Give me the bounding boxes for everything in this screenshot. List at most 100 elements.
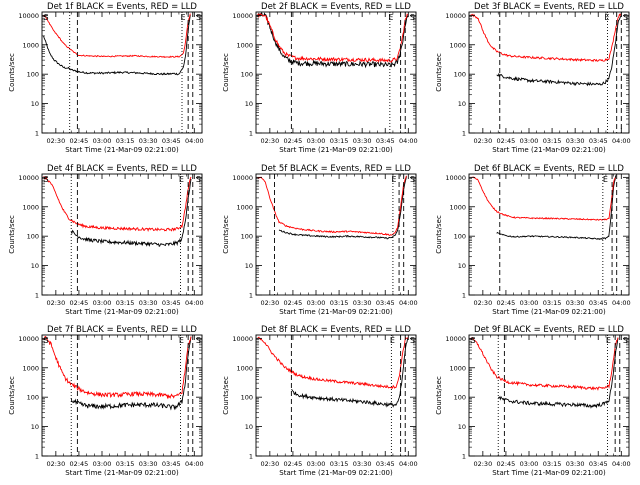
y-tick-label: 100 bbox=[454, 71, 466, 79]
x-axis-label: Start Time (21-Mar-09 02:21:00) bbox=[279, 469, 393, 477]
y-tick-label: 1 bbox=[249, 130, 253, 138]
segment-marker-e: E bbox=[604, 13, 609, 22]
x-tick-label: 03:45 bbox=[162, 299, 181, 307]
x-axis-label: Start Time (21-Mar-09 02:21:00) bbox=[492, 469, 606, 477]
series-line-lld bbox=[257, 336, 409, 389]
x-tick-label: 03:15 bbox=[116, 299, 135, 307]
y-tick-label: 10000 bbox=[232, 174, 253, 182]
x-tick-label: 02:30 bbox=[46, 137, 65, 145]
x-tick-label: 04:00 bbox=[185, 460, 204, 468]
y-tick-label: 100 bbox=[241, 233, 253, 241]
segment-marker-s: S bbox=[196, 336, 201, 345]
x-tick-label: 03:00 bbox=[93, 460, 112, 468]
x-tick-label: 03:15 bbox=[543, 137, 562, 145]
x-tick-label: 02:45 bbox=[284, 460, 303, 468]
segment-marker-s: S bbox=[410, 13, 415, 22]
plot-frame bbox=[468, 173, 630, 296]
series-line-lld bbox=[470, 176, 616, 221]
x-tick-label: 02:45 bbox=[497, 137, 516, 145]
segment-marker-s: S bbox=[196, 13, 201, 22]
series-line-events bbox=[498, 337, 619, 409]
x-tick-label: 03:00 bbox=[307, 137, 326, 145]
panel-title: Det 5f BLACK = Events, RED = LLD bbox=[261, 164, 411, 174]
plot-frame bbox=[255, 334, 417, 457]
x-tick-label: 03:00 bbox=[93, 137, 112, 145]
panel-title: Det 3f BLACK = Events, RED = LLD bbox=[474, 2, 624, 12]
y-axis-label: Counts/sec bbox=[222, 53, 230, 92]
y-tick-label: 1 bbox=[35, 130, 39, 138]
x-tick-label: 03:30 bbox=[566, 460, 585, 468]
x-tick-label: 04:00 bbox=[399, 460, 418, 468]
y-tick-label: 10000 bbox=[445, 335, 466, 343]
x-tick-label: 04:00 bbox=[185, 137, 204, 145]
y-tick-label: 100 bbox=[454, 233, 466, 241]
series-line-lld bbox=[470, 13, 622, 63]
y-tick-label: 1000 bbox=[449, 203, 466, 211]
segment-marker-e: E bbox=[180, 13, 185, 22]
x-tick-label: 03:30 bbox=[566, 137, 585, 145]
y-tick-label: 10000 bbox=[445, 174, 466, 182]
x-tick-label: 03:45 bbox=[162, 137, 181, 145]
y-tick-label: 100 bbox=[241, 71, 253, 79]
panel-title: Det 4f BLACK = Events, RED = LLD bbox=[47, 164, 197, 174]
series-line-lld bbox=[257, 13, 409, 63]
segment-marker-s: S bbox=[623, 336, 628, 345]
series-line-events bbox=[257, 12, 409, 69]
plot-frame bbox=[468, 334, 630, 457]
x-tick-label: 03:30 bbox=[353, 460, 372, 468]
y-tick-label: 10 bbox=[458, 262, 466, 270]
x-tick-label: 02:30 bbox=[473, 299, 492, 307]
x-tick-label: 03:30 bbox=[139, 460, 158, 468]
series-line-events bbox=[43, 14, 191, 76]
x-tick-label: 04:00 bbox=[185, 299, 204, 307]
plot-frame bbox=[255, 173, 417, 296]
y-tick-label: 1000 bbox=[236, 41, 253, 49]
x-tick-label: 02:30 bbox=[260, 460, 279, 468]
y-tick-label: 100 bbox=[27, 233, 39, 241]
series-line-lld bbox=[470, 337, 619, 391]
x-tick-label: 03:15 bbox=[330, 460, 349, 468]
x-tick-label: 02:45 bbox=[70, 460, 89, 468]
x-tick-label: 03:30 bbox=[139, 299, 158, 307]
y-tick-label: 10 bbox=[245, 262, 253, 270]
y-tick-label: 1000 bbox=[449, 41, 466, 49]
panel-title: Det 2f BLACK = Events, RED = LLD bbox=[261, 2, 411, 12]
y-tick-label: 10000 bbox=[232, 335, 253, 343]
x-tick-label: 03:00 bbox=[307, 460, 326, 468]
panel-title: Det 8f BLACK = Events, RED = LLD bbox=[261, 325, 411, 335]
x-tick-label: 02:30 bbox=[473, 137, 492, 145]
y-tick-label: 1000 bbox=[22, 203, 39, 211]
series-line-events bbox=[70, 336, 192, 411]
y-axis-label: Counts/sec bbox=[222, 376, 230, 415]
y-axis-label: Counts/sec bbox=[435, 376, 443, 415]
x-tick-label: 03:15 bbox=[116, 460, 135, 468]
x-tick-label: 03:00 bbox=[307, 299, 326, 307]
segment-marker-s: S bbox=[44, 13, 49, 22]
x-axis-label: Start Time (21-Mar-09 02:21:00) bbox=[65, 146, 179, 154]
x-axis-label: Start Time (21-Mar-09 02:21:00) bbox=[492, 146, 606, 154]
y-axis-label: Counts/sec bbox=[8, 53, 16, 92]
y-tick-label: 10 bbox=[31, 262, 39, 270]
y-tick-label: 10000 bbox=[18, 174, 39, 182]
segment-marker-s: S bbox=[623, 13, 628, 22]
y-tick-label: 10000 bbox=[232, 12, 253, 20]
series-line-lld bbox=[257, 175, 407, 236]
plot-frame bbox=[255, 11, 417, 134]
segment-marker-e: E bbox=[388, 13, 393, 22]
y-tick-label: 10000 bbox=[18, 12, 39, 20]
x-tick-label: 03:45 bbox=[589, 299, 608, 307]
x-tick-label: 02:45 bbox=[497, 299, 516, 307]
x-tick-label: 03:45 bbox=[376, 460, 395, 468]
panel-title: Det 6f BLACK = Events, RED = LLD bbox=[474, 164, 624, 174]
x-axis-label: Start Time (21-Mar-09 02:21:00) bbox=[279, 308, 393, 316]
x-tick-label: 02:45 bbox=[284, 137, 303, 145]
y-tick-label: 10 bbox=[458, 423, 466, 431]
x-axis-label: Start Time (21-Mar-09 02:21:00) bbox=[65, 308, 179, 316]
y-tick-label: 1 bbox=[462, 453, 466, 461]
y-axis-label: Counts/sec bbox=[8, 215, 16, 254]
plot-frame bbox=[41, 334, 203, 457]
x-tick-label: 03:45 bbox=[376, 137, 395, 145]
